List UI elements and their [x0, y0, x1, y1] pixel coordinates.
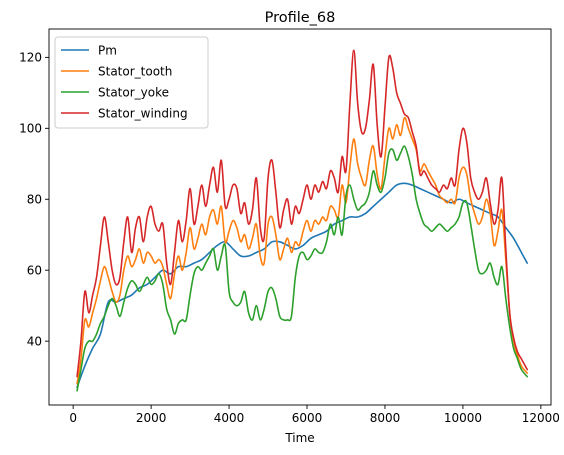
series-line-stator-yoke	[76, 145, 529, 392]
legend: Pm Stator_tooth Stator_yoke Stator_winding	[54, 36, 209, 129]
chart-title: Profile_68	[265, 10, 336, 26]
series-line-stator-winding	[76, 49, 529, 378]
y-tick-label: 80	[27, 193, 42, 207]
legend-label: Pm	[98, 43, 117, 57]
legend-label: Stator_yoke	[98, 85, 169, 99]
y-tick-label: 40	[27, 334, 42, 348]
series-line-stator-tooth	[76, 116, 529, 385]
y-tick-label: 60	[27, 264, 42, 278]
legend-label: Stator_winding	[98, 106, 188, 120]
plot-frame	[48, 28, 552, 406]
x-tick-label: 6000	[292, 411, 323, 425]
x-tick-label: 0	[69, 411, 77, 425]
legend-box	[54, 36, 209, 129]
x-tick-label: 10000	[444, 411, 482, 425]
x-tick-label: 4000	[214, 411, 245, 425]
y-tick-label: 120	[19, 51, 42, 65]
x-axis-title: Time	[284, 431, 314, 445]
legend-label: Stator_tooth	[98, 64, 172, 78]
y-tick-label: 100	[19, 122, 42, 136]
x-tick-label: 12000	[522, 411, 560, 425]
x-tick-label: 2000	[136, 411, 167, 425]
series-layer	[76, 49, 529, 392]
x-tick-label: 8000	[370, 411, 401, 425]
axes-layer: 0 2000 4000 6000 8000 10000 12000 40 60 80 100 120	[19, 28, 560, 425]
